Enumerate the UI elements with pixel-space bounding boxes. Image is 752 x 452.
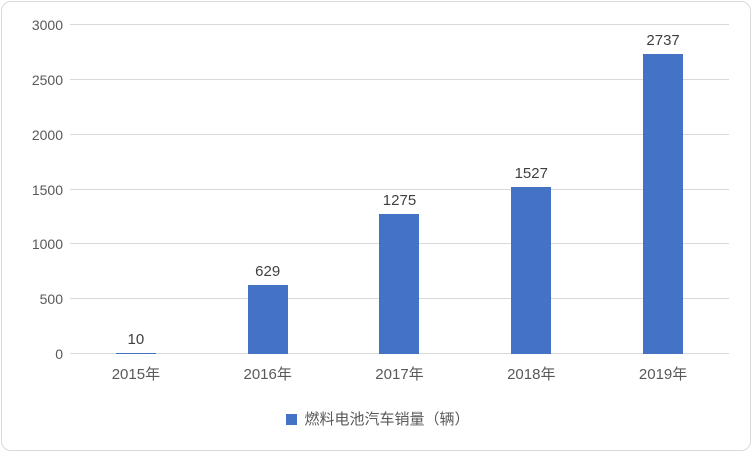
gridline	[70, 188, 729, 190]
bar	[643, 53, 684, 354]
data-label: 1527	[514, 164, 548, 182]
y-tick-label: 0	[55, 346, 63, 362]
gridline	[70, 78, 729, 80]
y-tick-label: 2000	[31, 126, 63, 143]
y-tick-label: 2500	[31, 71, 63, 88]
legend: 燃料电池汽车销量（辆）	[2, 407, 752, 431]
x-tick-label: 2018年	[507, 366, 556, 383]
plot-area: 10 629 1275 1527 2737	[70, 24, 729, 354]
bar	[247, 285, 288, 354]
y-tick-label: 1000	[31, 236, 63, 253]
gridline	[70, 24, 729, 25]
x-tick-label: 2019年	[638, 366, 688, 383]
bar	[115, 352, 156, 354]
y-tick-label: 1500	[31, 181, 63, 198]
bar-cell: 10	[70, 25, 202, 354]
x-tick-label: 2017年	[375, 366, 424, 383]
bar-series: 10 629 1275 1527 2737	[70, 25, 729, 354]
y-tick-label: 3000	[31, 17, 63, 33]
legend-label: 燃料电池汽车销量（辆）	[304, 410, 470, 428]
bar-cell: 1527	[465, 25, 597, 354]
gridline	[70, 133, 729, 135]
bar-cell: 2737	[597, 25, 729, 354]
bar	[379, 214, 420, 354]
data-label: 1275	[382, 192, 417, 210]
x-tick-label: 2015年	[111, 366, 161, 383]
bar-cell: 1275	[334, 25, 466, 354]
x-tick-label: 2016年	[243, 366, 292, 383]
x-axis-category-labels: 2015年 2016年 2017年 2018年 2019年	[70, 354, 729, 388]
legend-square-icon	[286, 413, 298, 425]
bar-cell: 629	[202, 25, 334, 354]
data-label: 2737	[646, 31, 680, 49]
data-label: 10	[127, 330, 145, 348]
y-tick-label: 500	[39, 291, 63, 308]
bar	[511, 186, 552, 354]
data-label: 629	[255, 263, 281, 281]
